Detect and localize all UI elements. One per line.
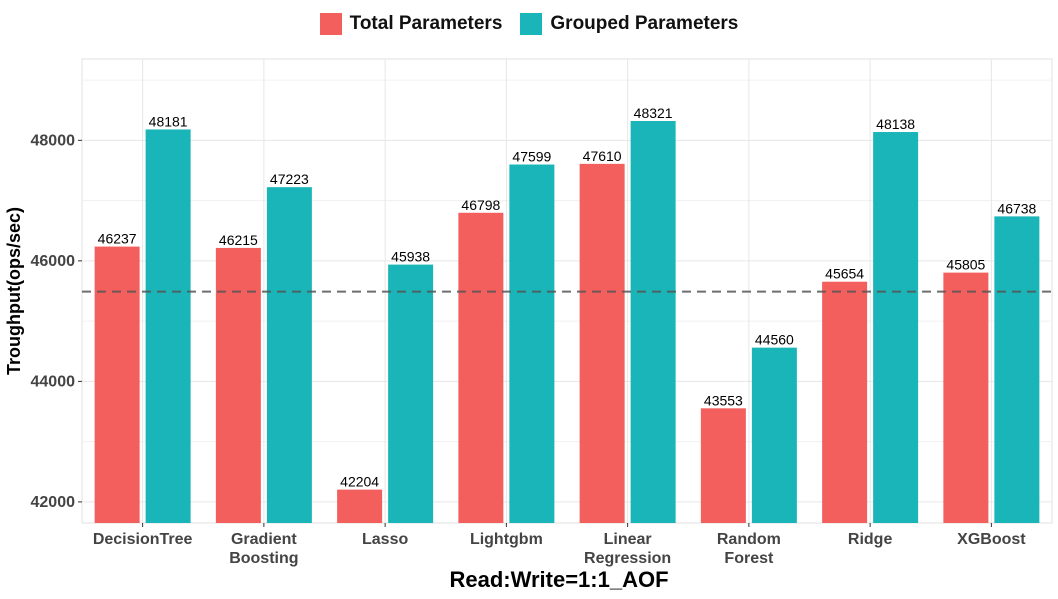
bar-value-label: 42204 [340, 474, 379, 490]
legend: Total Parameters Grouped Parameters [0, 13, 1058, 35]
x-tick-label: Gradient [231, 531, 297, 548]
bar-grouped-parameters [873, 132, 919, 524]
x-tick-label: Lightgbm [470, 531, 543, 548]
bar-total-parameters [215, 247, 261, 523]
y-tick-label: 44000 [31, 373, 76, 390]
bar-value-label: 44560 [755, 332, 794, 348]
bar-value-label: 48138 [876, 116, 915, 132]
legend-label-grouped-parameters: Grouped Parameters [550, 13, 739, 34]
bar-total-parameters [700, 408, 746, 523]
bar-total-parameters [337, 489, 383, 523]
y-tick-label: 48000 [31, 132, 76, 149]
legend-label-total-parameters: Total Parameters [349, 13, 503, 34]
bar-grouped-parameters [751, 347, 797, 523]
bar-grouped-parameters [509, 164, 555, 523]
bar-grouped-parameters [266, 187, 312, 523]
bar-value-label: 47599 [512, 149, 551, 165]
legend-swatch-total-parameters [319, 13, 342, 35]
bar-total-parameters [458, 212, 504, 524]
x-tick-label: Lasso [362, 531, 408, 548]
bar-grouped-parameters [145, 129, 191, 523]
bar-value-label: 45805 [946, 257, 985, 273]
bar-total-parameters [94, 246, 140, 524]
legend-item-total-parameters: Total Parameters [319, 13, 503, 35]
x-tick-label: Ridge [848, 531, 893, 548]
bar-value-label: 43553 [704, 392, 743, 408]
bar-value-label: 46215 [219, 232, 258, 248]
bar-value-label: 46798 [461, 197, 500, 213]
x-tick-label: Regression [584, 550, 671, 567]
x-tick-label: Random [717, 531, 781, 548]
y-axis-title: Troughput(ops/sec) [4, 207, 24, 375]
bar-total-parameters [822, 281, 868, 523]
x-tick-label: Forest [724, 550, 774, 567]
bar-value-label: 46237 [98, 231, 137, 247]
x-tick-label: XGBoost [957, 531, 1026, 548]
x-axis-title: Read:Write=1:1_AOF [449, 567, 668, 592]
legend-item-grouped-parameters: Grouped Parameters [520, 13, 738, 35]
bar-grouped-parameters [994, 216, 1040, 523]
legend-swatch-grouped-parameters [520, 13, 543, 35]
x-tick-label: Boosting [229, 550, 298, 567]
bar-value-label: 45938 [391, 249, 430, 265]
bar-value-label: 48321 [634, 105, 673, 121]
bar-total-parameters [943, 272, 989, 523]
bar-total-parameters [579, 163, 625, 524]
y-tick-label: 42000 [31, 494, 76, 511]
bar-value-label: 48181 [149, 113, 188, 129]
bar-grouped-parameters [388, 264, 434, 523]
bar-value-label: 47610 [583, 148, 622, 164]
bar-grouped-parameters [630, 121, 676, 524]
bar-value-label: 45654 [825, 266, 864, 282]
y-tick-label: 46000 [31, 253, 76, 270]
x-tick-label: Linear [604, 531, 652, 548]
bar-value-label: 46738 [997, 200, 1036, 216]
x-tick-label: DecisionTree [93, 531, 193, 548]
bar-value-label: 47223 [270, 171, 309, 187]
